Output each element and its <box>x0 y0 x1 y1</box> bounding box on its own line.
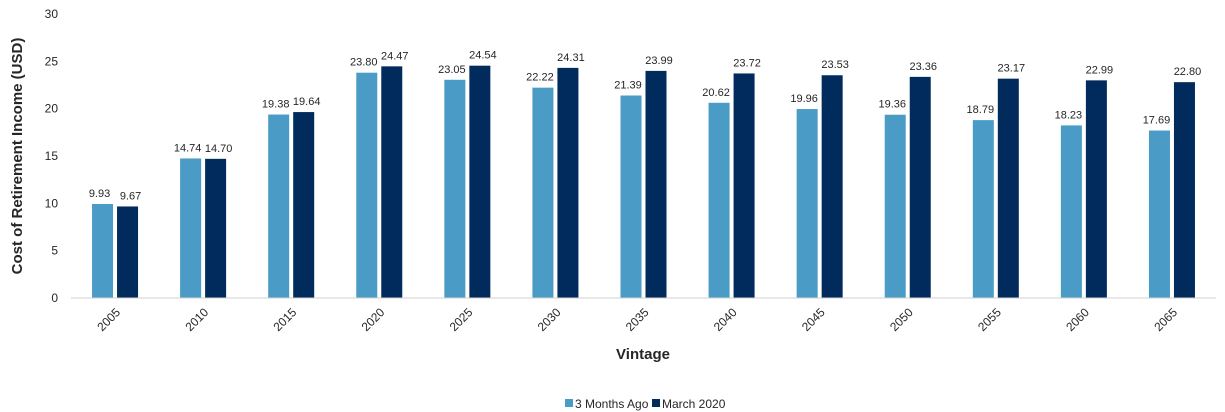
data-label-march-2020-2025: 24.54 <box>469 50 497 62</box>
x-tick-label: 2030 <box>535 305 564 334</box>
bar-3-months-ago-2045 <box>796 109 818 298</box>
x-tick-label: 2015 <box>271 305 300 334</box>
x-tick-label: 2065 <box>1151 305 1180 334</box>
data-label-march-2020-2020: 24.47 <box>381 50 409 62</box>
data-label-march-2020-2060: 22.99 <box>1086 64 1114 76</box>
x-tick-label: 2045 <box>799 305 828 334</box>
x-tick-label: 2040 <box>711 305 740 334</box>
bar-march-2020-2005 <box>117 206 139 298</box>
x-tick-label: 2055 <box>975 305 1004 334</box>
bar-march-2020-2055 <box>997 78 1019 298</box>
legend-swatch-3-months-ago <box>565 399 573 407</box>
x-tick-label: 2060 <box>1063 305 1092 334</box>
y-tick-label: 25 <box>45 54 59 68</box>
bar-march-2020-2020 <box>381 66 403 298</box>
data-label-3-months-ago-2065: 17.69 <box>1143 115 1171 127</box>
data-label-3-months-ago-2020: 23.80 <box>350 57 378 69</box>
bar-march-2020-2030 <box>557 67 579 299</box>
legend: 3 Months Ago March 2020 <box>565 397 726 411</box>
data-label-3-months-ago-2055: 18.79 <box>967 104 995 116</box>
y-axis-ticks: 0 5 10 15 20 25 30 <box>45 7 59 305</box>
bar-3-months-ago-2050 <box>884 114 906 298</box>
data-label-3-months-ago-2040: 20.62 <box>702 87 730 99</box>
bar-3-months-ago-2060 <box>1060 125 1082 298</box>
bar-march-2020-2015 <box>293 112 315 298</box>
bar-march-2020-2025 <box>469 65 491 298</box>
y-tick-label: 30 <box>45 7 59 21</box>
data-label-3-months-ago-2005: 9.93 <box>89 188 110 200</box>
y-tick-label: 15 <box>45 149 59 163</box>
x-tick-label: 2005 <box>94 305 123 334</box>
bar-3-months-ago-2015 <box>268 114 290 298</box>
data-label-march-2020-2055: 23.17 <box>998 63 1026 75</box>
data-label-3-months-ago-2060: 18.23 <box>1055 109 1083 121</box>
data-label-march-2020-2065: 22.80 <box>1174 66 1202 78</box>
bar-3-months-ago-2065 <box>1148 130 1170 298</box>
data-label-march-2020-2010: 14.70 <box>205 143 233 155</box>
y-tick-label: 20 <box>45 102 59 116</box>
legend-label-march-2020: March 2020 <box>662 397 726 411</box>
data-label-march-2020-2045: 23.53 <box>821 59 849 71</box>
bar-march-2020-2035 <box>645 70 667 298</box>
y-axis-title: Cost of Retirement Income (USD) <box>9 38 26 275</box>
x-axis-title: Vintage <box>616 346 670 363</box>
y-tick-label: 5 <box>51 244 58 258</box>
data-label-3-months-ago-2025: 23.05 <box>438 64 466 76</box>
data-label-march-2020-2005: 9.67 <box>120 190 141 202</box>
bar-3-months-ago-2020 <box>356 72 378 299</box>
data-label-3-months-ago-2010: 14.74 <box>174 142 202 154</box>
bar-march-2020-2045 <box>821 75 843 299</box>
x-tick-label: 2020 <box>359 305 388 334</box>
bar-march-2020-2060 <box>1085 80 1107 299</box>
data-label-3-months-ago-2030: 22.22 <box>526 72 554 84</box>
x-axis-ticks: 2005 2010 2015 2020 2025 2030 2035 2040 2045 2050… <box>94 305 1180 334</box>
data-label-march-2020-2030: 24.31 <box>557 52 585 64</box>
data-label-march-2020-2015: 19.64 <box>293 96 321 108</box>
bar-march-2020-2065 <box>1173 82 1195 298</box>
bar-march-2020-2040 <box>733 73 755 298</box>
bar-3-months-ago-2025 <box>444 79 466 298</box>
bar-3-months-ago-2035 <box>620 95 642 299</box>
data-label-3-months-ago-2045: 19.96 <box>790 93 818 105</box>
x-tick-label: 2050 <box>887 305 916 334</box>
bar-3-months-ago-2030 <box>532 87 554 298</box>
bar-3-months-ago-2055 <box>972 120 994 298</box>
data-label-3-months-ago-2015: 19.38 <box>262 99 290 111</box>
bars <box>92 65 1195 299</box>
y-tick-label: 10 <box>45 196 59 210</box>
data-label-3-months-ago-2050: 19.36 <box>878 99 906 111</box>
y-tick-label: 0 <box>51 291 58 305</box>
x-tick-label: 2010 <box>182 305 211 334</box>
legend-label-3-months-ago: 3 Months Ago <box>575 397 649 411</box>
bar-march-2020-2010 <box>205 158 227 298</box>
data-label-march-2020-2040: 23.72 <box>733 57 761 69</box>
data-label-3-months-ago-2035: 21.39 <box>614 80 642 92</box>
bar-march-2020-2050 <box>909 76 931 298</box>
legend-swatch-march-2020 <box>652 399 660 407</box>
bar-3-months-ago-2005 <box>92 203 114 298</box>
data-label-march-2020-2050: 23.36 <box>909 61 937 73</box>
bar-3-months-ago-2010 <box>180 158 202 298</box>
x-tick-label: 2025 <box>447 305 476 334</box>
bar-3-months-ago-2040 <box>708 102 730 298</box>
data-label-march-2020-2035: 23.99 <box>645 55 673 67</box>
x-tick-label: 2035 <box>623 305 652 334</box>
